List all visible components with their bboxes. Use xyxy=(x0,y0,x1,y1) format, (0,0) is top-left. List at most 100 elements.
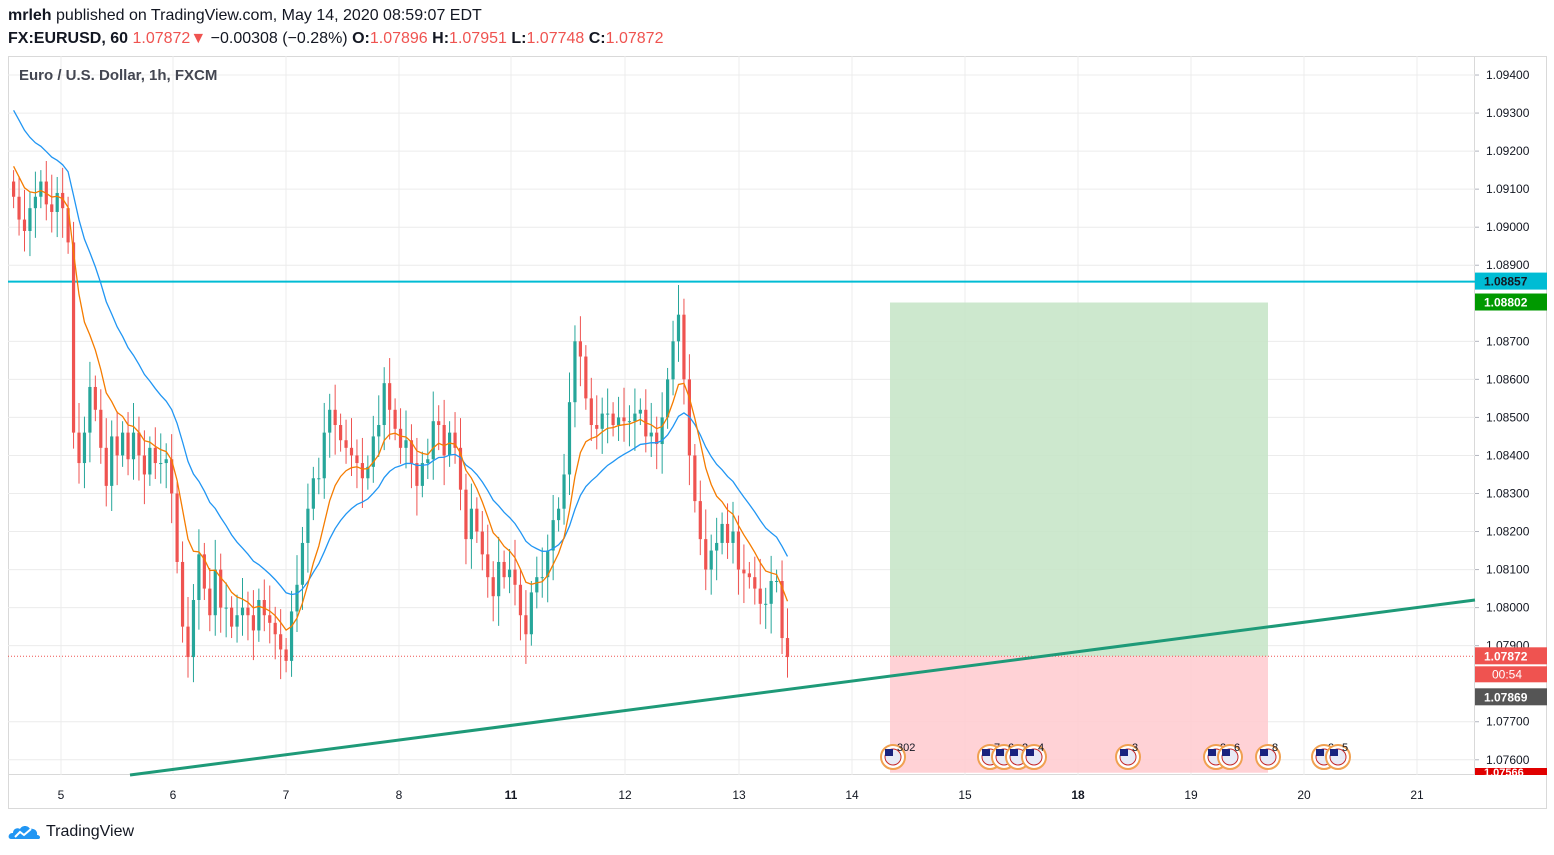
candle-body xyxy=(202,554,206,589)
candle-body xyxy=(88,386,92,433)
candle-body xyxy=(344,440,348,448)
x-tick-label: 6 xyxy=(170,788,177,802)
candle-body xyxy=(377,425,381,437)
candle-body xyxy=(246,607,250,616)
candle-body xyxy=(333,409,337,426)
flag-canton xyxy=(1222,749,1230,756)
candle-body xyxy=(131,432,136,460)
candle-body xyxy=(753,577,757,589)
chart-title: Euro / U.S. Dollar, 1h, FXCM xyxy=(19,67,218,84)
x-tick-label: 13 xyxy=(732,788,746,802)
candle-body xyxy=(578,341,582,357)
tradingview-logo[interactable]: TradingView xyxy=(8,821,134,843)
resistance-price-label-bg xyxy=(1475,272,1547,290)
flag-canton xyxy=(1330,749,1338,756)
candle-body xyxy=(50,204,54,212)
cloud-icon xyxy=(8,826,41,839)
candle-body xyxy=(349,447,354,456)
y-tick-label: 1.08600 xyxy=(1486,372,1530,386)
flag-canton xyxy=(996,749,1004,756)
symbol-legend: FX:EURUSD, 60 1.07872▼ −0.00308 (−0.28%)… xyxy=(8,30,663,48)
event-marker: 4 xyxy=(1021,742,1047,770)
last-price: 1.07872 xyxy=(132,30,191,47)
y-tick-label: 1.07600 xyxy=(1486,753,1530,767)
candle-body xyxy=(208,588,212,616)
candle-body xyxy=(649,432,653,437)
candle-body xyxy=(93,386,97,410)
event-marker: 302 xyxy=(880,742,915,770)
candle-body xyxy=(66,208,70,243)
y-tick-label: 1.09100 xyxy=(1486,182,1530,196)
candle-body xyxy=(584,356,588,399)
candle-body xyxy=(458,447,463,490)
candle-body xyxy=(453,432,457,448)
ema-slow-line xyxy=(13,109,789,596)
candle-body xyxy=(720,523,724,543)
last-price-label-text: 1.07872 xyxy=(1484,649,1528,663)
flag-canton xyxy=(1316,749,1324,756)
candle-body xyxy=(431,421,435,460)
candle-body xyxy=(448,432,452,456)
flag-canton xyxy=(1010,749,1018,756)
x-tick-label: 18 xyxy=(1071,788,1085,802)
candle-body xyxy=(382,383,386,426)
flag-canton xyxy=(1208,749,1216,756)
candle-body xyxy=(77,432,81,464)
candle-body xyxy=(747,573,751,578)
time-axis[interactable] xyxy=(8,775,1547,809)
candle-body xyxy=(404,440,408,448)
symbol-name: FX:EURUSD, 60 xyxy=(8,30,129,47)
y-tick-label: 1.08500 xyxy=(1486,410,1530,424)
candle-body xyxy=(557,508,561,521)
candle-body xyxy=(197,554,201,601)
candle-body xyxy=(627,421,632,423)
x-tick-label: 21 xyxy=(1410,788,1424,802)
candle-body xyxy=(562,474,566,509)
candle-body xyxy=(311,478,315,509)
candle-body xyxy=(104,447,108,486)
candle-body xyxy=(611,413,615,426)
candle-body xyxy=(540,577,544,579)
y-tick-label: 1.08000 xyxy=(1486,601,1530,615)
candle-body xyxy=(655,432,659,445)
x-tick-label: 14 xyxy=(845,788,859,802)
event-count: 8 xyxy=(1272,742,1278,754)
candle-body xyxy=(409,440,414,464)
candle-body xyxy=(660,417,664,445)
candle-body xyxy=(126,432,130,460)
candle-body xyxy=(469,508,473,540)
event-count: 6 xyxy=(1234,742,1240,754)
flag-canton xyxy=(982,749,990,756)
y-tick-label: 1.08100 xyxy=(1486,563,1530,577)
candle-body xyxy=(758,588,762,604)
countdown-bg xyxy=(1475,666,1547,683)
candle-body xyxy=(17,196,21,220)
candle-body xyxy=(426,459,430,464)
author-name[interactable]: mrleh xyxy=(8,7,52,24)
candle-body xyxy=(589,398,593,426)
candle-body xyxy=(121,432,125,456)
candle-body xyxy=(268,615,272,623)
stop-bg xyxy=(1475,768,1547,775)
last-price-label: 1.07872 xyxy=(1475,647,1547,665)
chart-pane[interactable] xyxy=(8,56,1475,775)
candle-body xyxy=(518,584,523,616)
candle-body xyxy=(671,341,675,380)
candle-body xyxy=(115,436,119,456)
x-tick-label: 15 xyxy=(958,788,972,802)
publish-text: published on TradingView.com, May 14, 20… xyxy=(56,7,482,24)
high-value: 1.07951 xyxy=(449,30,507,47)
candle-body xyxy=(442,425,446,456)
candle-body xyxy=(502,561,506,578)
candle-body xyxy=(61,192,65,209)
candle-body xyxy=(230,607,234,627)
y-tick-label: 1.08900 xyxy=(1486,258,1530,272)
candle-body xyxy=(82,432,87,464)
candle-body xyxy=(704,539,708,570)
candle-body xyxy=(600,413,604,429)
bid-text: 1.07869 xyxy=(1484,690,1528,704)
target-price-label-text: 1.08802 xyxy=(1484,296,1528,310)
candle-body xyxy=(142,455,146,475)
candle-body xyxy=(148,447,152,475)
